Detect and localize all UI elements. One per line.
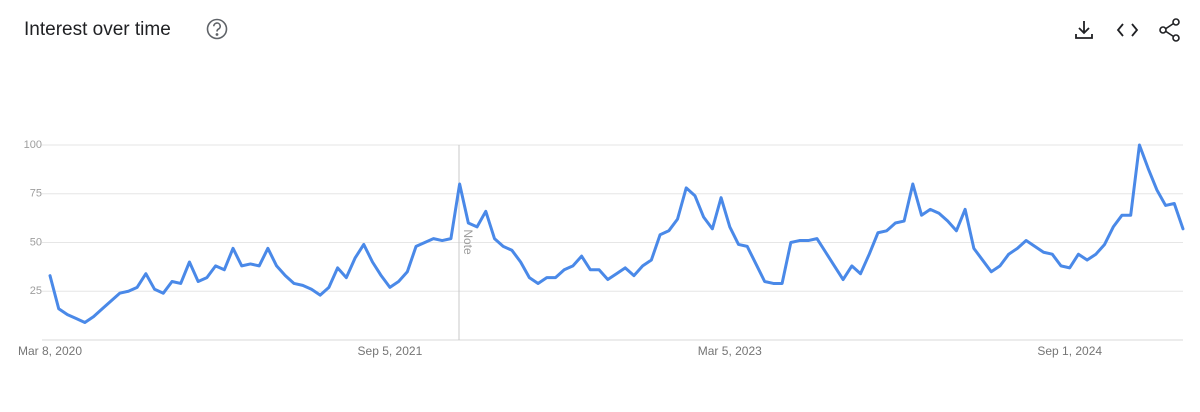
x-tick-label: Sep 5, 2021 [358,344,423,358]
embed-icon[interactable] [1116,23,1139,37]
trend-line [48,143,1185,324]
chart-title: Interest over time [24,19,171,40]
share-icon[interactable] [1159,18,1180,42]
y-tick-label: 25 [30,285,42,297]
y-tick-label: 75 [30,188,42,200]
help-icon[interactable] [206,18,228,40]
note-label: Note [461,229,475,255]
download-icon[interactable] [1075,21,1093,39]
x-tick-label: Mar 8, 2020 [18,344,82,358]
x-tick-label: Sep 1, 2024 [1037,344,1102,358]
y-tick-label: 100 [24,139,42,151]
x-tick-label: Mar 5, 2023 [698,344,762,358]
y-tick-label: 50 [30,236,42,248]
